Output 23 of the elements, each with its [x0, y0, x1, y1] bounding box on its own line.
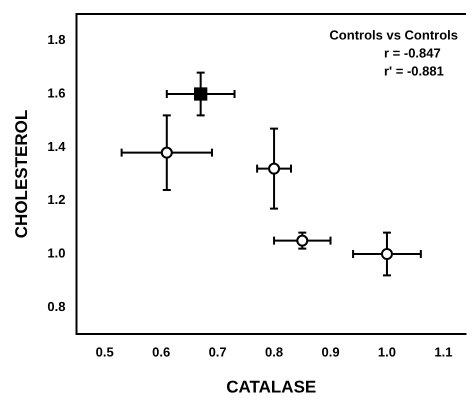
point: [268, 162, 280, 175]
x-tick-label: 0.8: [265, 344, 284, 360]
point: [380, 248, 393, 260]
point: [194, 87, 208, 101]
y-tick-label: 1.4: [47, 138, 66, 154]
point: [160, 146, 173, 159]
x-tick-label: 0.6: [152, 344, 170, 360]
y-tick-label: 1.8: [47, 32, 66, 48]
y-axis-title: CHOLESTEROL: [12, 110, 31, 238]
x-tick-label: 1.1: [434, 344, 452, 360]
x-axis-title: CATALASE: [226, 377, 316, 396]
x-tick-label: 0.5: [96, 344, 114, 360]
y-tick-label: 1.2: [47, 192, 66, 208]
x-tick-label: 0.7: [208, 344, 227, 360]
annotation: r' = -0.881: [384, 64, 444, 79]
annotation: Controls vs Controls: [329, 28, 458, 43]
x-tick-label: 0.9: [321, 344, 340, 360]
x-tick-label: 1.0: [378, 344, 396, 360]
y-tick-label: 1.0: [47, 246, 66, 261]
y-tick-label: 0.8: [47, 298, 66, 314]
annotation: r = -0.847: [384, 46, 441, 61]
y-tick-label: 1.6: [47, 86, 66, 101]
point: [296, 234, 308, 247]
